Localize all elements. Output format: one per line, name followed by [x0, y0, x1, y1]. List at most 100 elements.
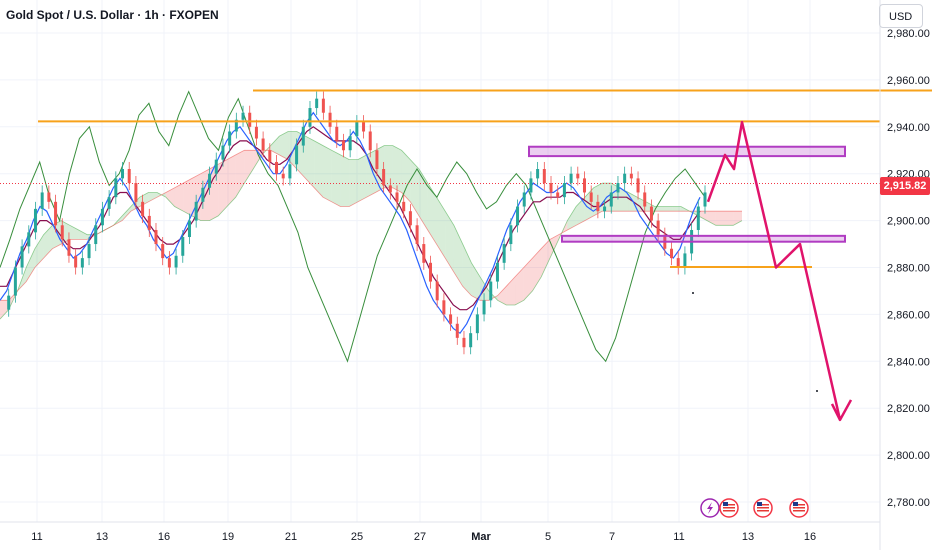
price-bar [562, 183, 566, 198]
price-axis[interactable]: 2,780.00 2,800.00 2,820.00 2,840.00 2,860.00… [879, 0, 930, 550]
price-bar [87, 244, 91, 259]
us-flag-icon[interactable] [753, 498, 773, 518]
dividend-bolt-icon[interactable] [700, 498, 720, 518]
cloud-segment [78, 229, 88, 240]
price-bar [428, 262, 432, 282]
x-tick-label: 19 [222, 531, 234, 543]
cloud-segment [549, 234, 559, 259]
lower-zone-rect [561, 234, 846, 243]
price-bar [529, 178, 533, 193]
currency-button[interactable]: USD [879, 4, 923, 28]
cloud-segment [419, 169, 428, 230]
price-bar [616, 183, 620, 193]
price-bar [254, 126, 258, 139]
price-bar [522, 192, 526, 207]
price-bar [455, 323, 459, 338]
y-tick-label: 2,780.00 [887, 497, 930, 509]
projection-path [706, 120, 842, 421]
cloud-segment [235, 150, 245, 198]
x-tick-label: 5 [545, 531, 551, 543]
cloud-segment [322, 145, 332, 202]
cloud-segment [340, 154, 350, 207]
price-bar [80, 258, 84, 268]
price-bar [295, 145, 299, 165]
us-flag-icon[interactable] [789, 498, 809, 518]
upper-zone-rect [528, 145, 846, 158]
y-tick-label: 2,880.00 [887, 263, 930, 275]
ichimoku-cloud [0, 131, 743, 320]
time-axis[interactable]: 11 13 16 19 21 25 27 Mar 5 7 11 13 16 [0, 521, 880, 543]
price-bar [576, 173, 580, 179]
flag-stripe [723, 504, 735, 506]
cloud-segment [349, 159, 358, 207]
price-bar [13, 267, 17, 296]
price-bar [603, 206, 607, 212]
price-bar [141, 201, 145, 216]
price-bar [161, 244, 165, 259]
price-bar [643, 192, 647, 207]
price-bar [100, 208, 104, 226]
cloud-segment [410, 159, 420, 216]
cloud-segment [331, 150, 341, 207]
price-bar [33, 208, 37, 233]
cloud-span-b [0, 149, 742, 301]
price-bar [582, 178, 586, 193]
price-bar [201, 187, 205, 202]
cloud-segment [218, 159, 227, 216]
symbol-title[interactable]: Gold Spot / U.S. Dollar · 1h · FXOPEN [6, 8, 219, 22]
cloud-segment [497, 286, 507, 306]
x-tick-label: 16 [158, 531, 170, 543]
y-tick-label: 2,960.00 [887, 75, 930, 87]
cloud-segment [305, 136, 315, 188]
cloud-segment [26, 248, 35, 282]
us-flag-icon[interactable] [719, 498, 739, 518]
price-bar [703, 192, 707, 207]
event-icons[interactable] [700, 498, 809, 518]
price-bar [60, 225, 64, 240]
price-bar [174, 255, 178, 268]
price-bar [94, 225, 98, 245]
price-bar [335, 126, 339, 141]
price-bar [308, 108, 312, 127]
cloud-segment [567, 206, 577, 230]
flag-stripe [723, 510, 735, 512]
y-tick-label: 2,900.00 [887, 216, 930, 228]
cloud-segment [506, 276, 516, 306]
price-bar [382, 169, 386, 186]
price-bar [301, 126, 305, 146]
price-bar [589, 192, 593, 202]
price-bar [469, 333, 473, 348]
price-bar [536, 169, 540, 179]
price-bar [194, 201, 198, 221]
cloud-segment [165, 187, 175, 207]
cloud-segment [619, 187, 629, 212]
price-bar [609, 192, 613, 207]
x-tick-label: 13 [742, 531, 754, 543]
rectangle-zones[interactable] [528, 145, 846, 243]
flag-canton [793, 502, 798, 506]
price-bar [395, 192, 399, 202]
price-bar [375, 150, 379, 170]
price-bar [74, 255, 78, 268]
y-tick-label: 2,800.00 [887, 450, 930, 462]
flag-stripe [757, 507, 769, 509]
cloud-segment [244, 150, 254, 184]
cloud-segment [541, 239, 550, 277]
price-bar [328, 112, 332, 127]
price-bar [502, 244, 506, 263]
cloud-segment [654, 206, 664, 212]
price-bar [127, 169, 131, 184]
flag-stripe [793, 507, 805, 509]
cloud-segment [174, 183, 184, 212]
y-tick-label: 2,860.00 [887, 309, 930, 321]
marker-dot [816, 390, 818, 392]
price-bar [670, 248, 674, 259]
cloud-segment [43, 225, 53, 259]
projection-arrow[interactable] [692, 120, 853, 422]
price-bar [167, 258, 171, 268]
horizontal-levels[interactable] [38, 89, 932, 269]
cloud-segment [69, 225, 79, 240]
price-bar [321, 98, 325, 113]
price-bar [107, 197, 111, 209]
